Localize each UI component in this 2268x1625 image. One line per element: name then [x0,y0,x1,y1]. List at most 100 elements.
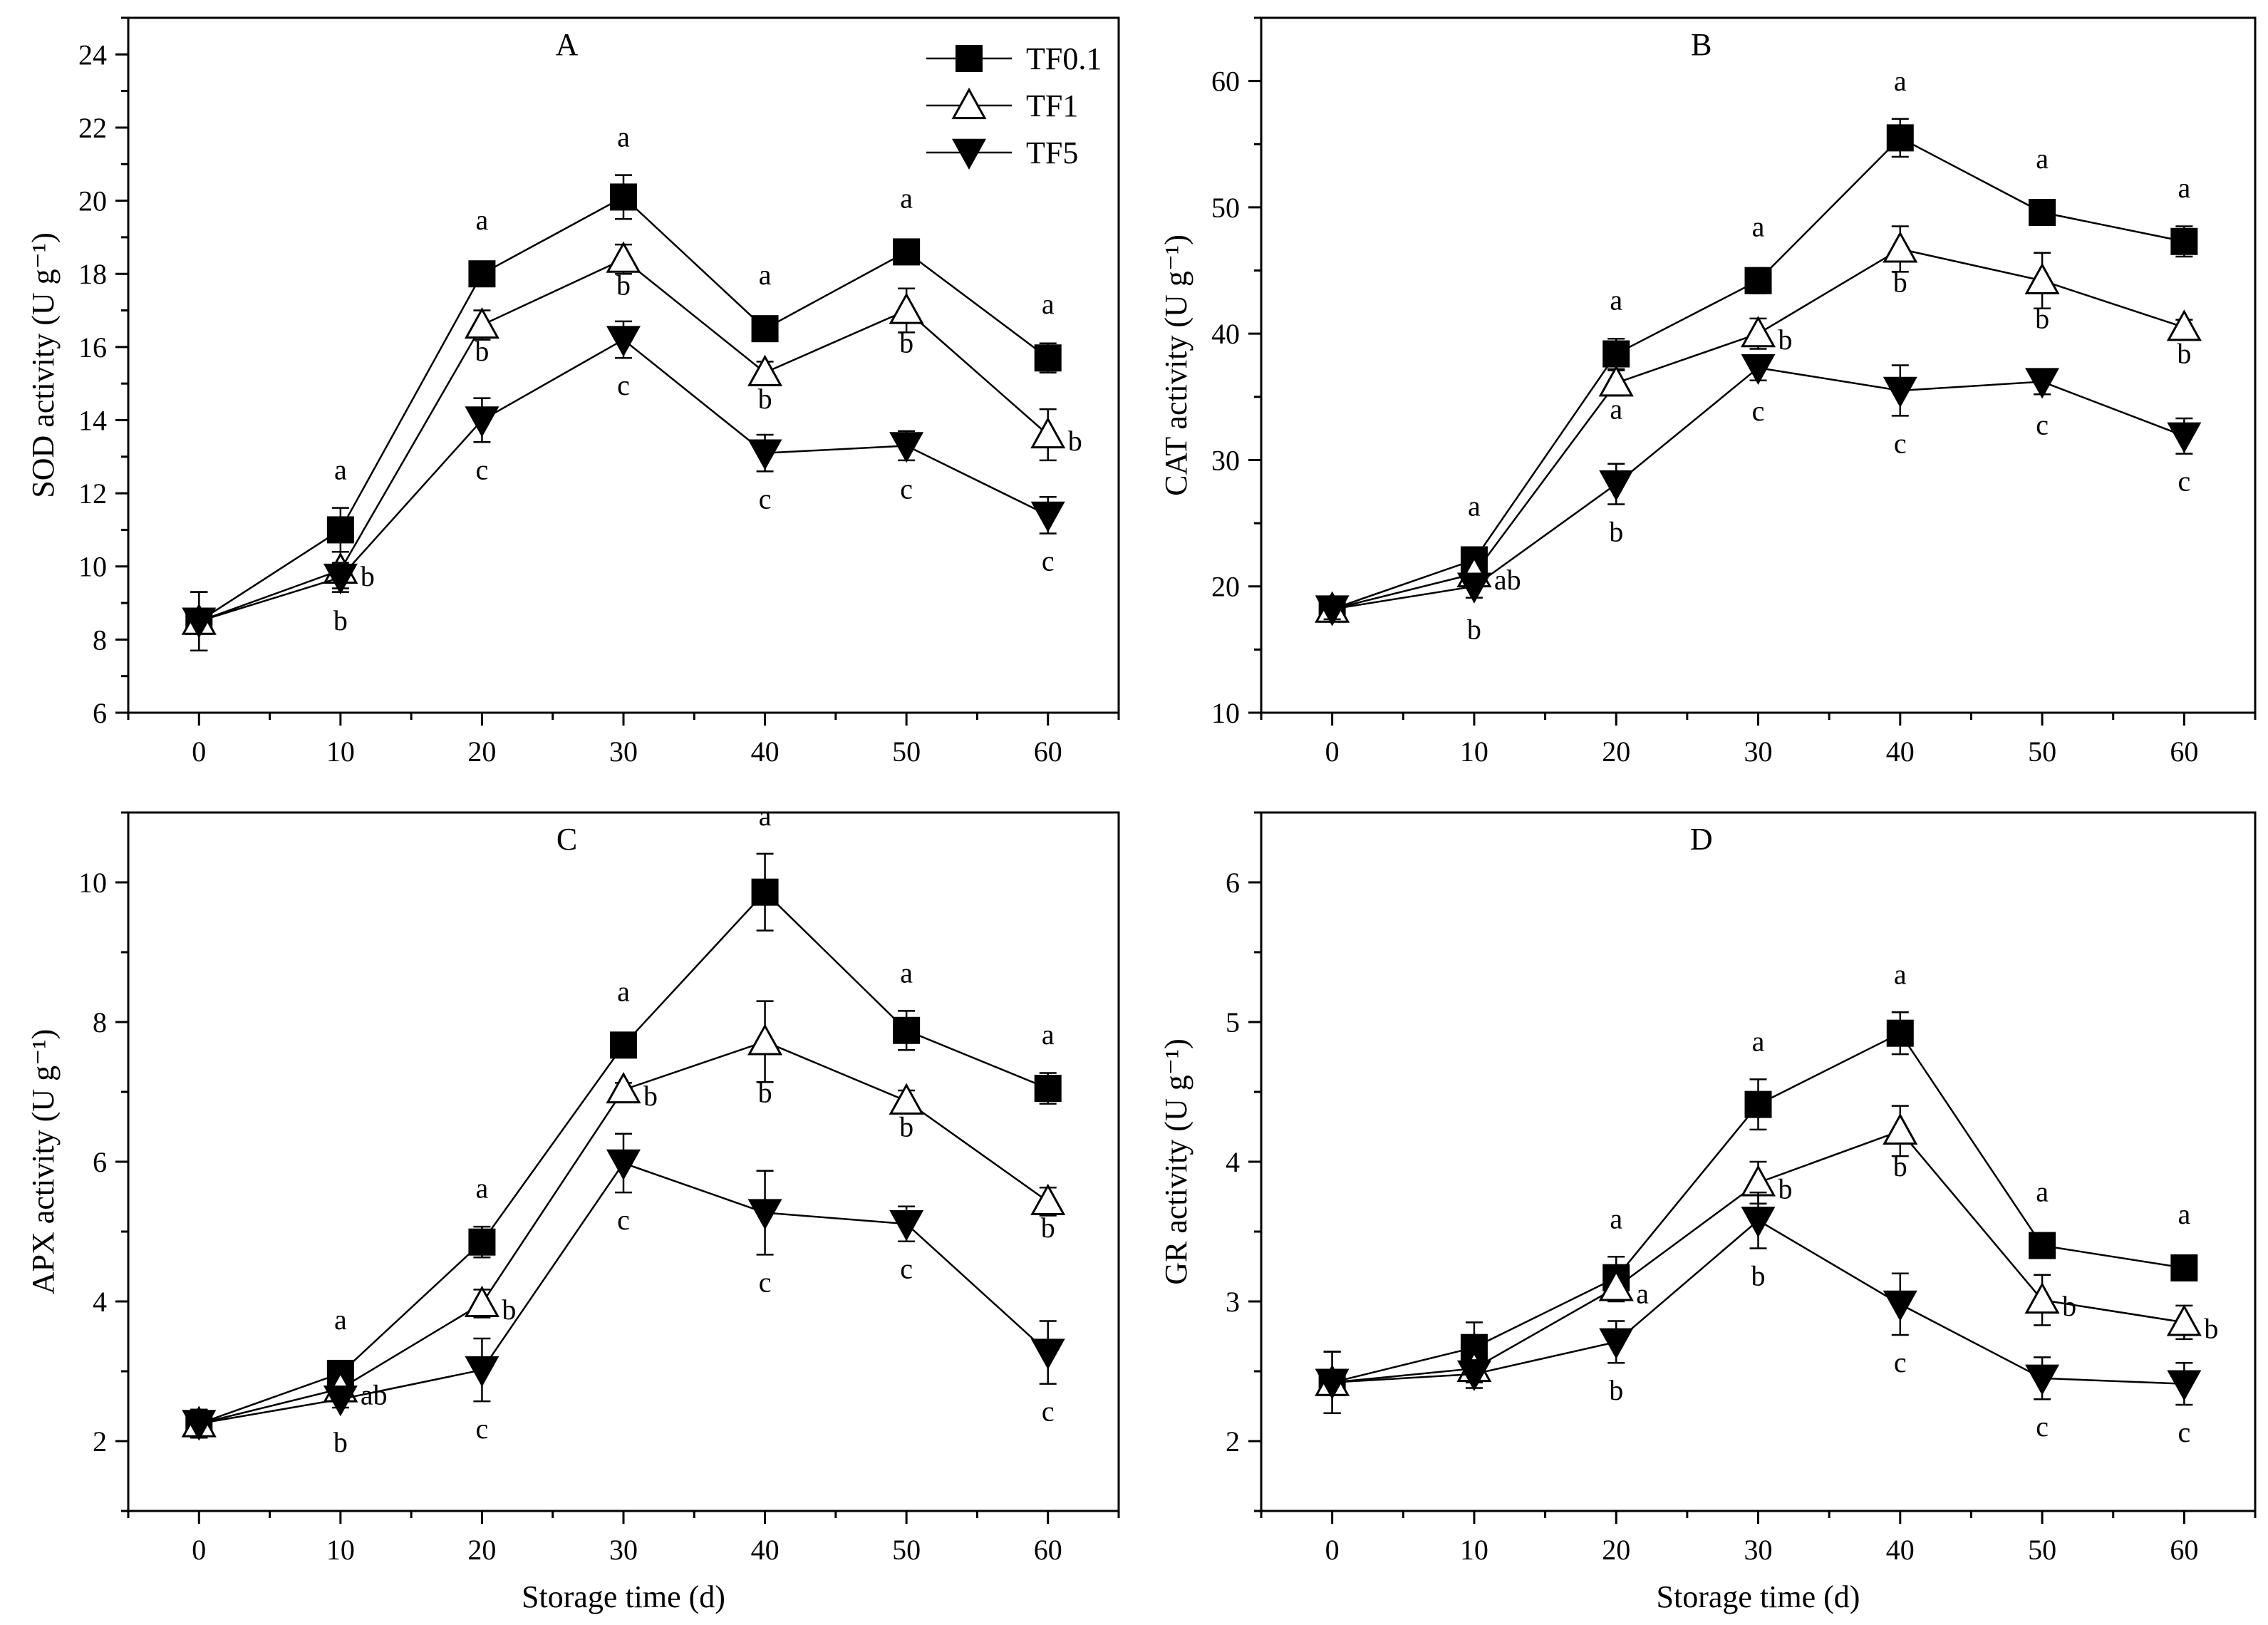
data-point [465,1356,499,1388]
x-tick-label: 30 [1744,1534,1773,1566]
series-line [1332,248,2185,610]
significance-label: b [333,1426,348,1458]
data-point [2024,1281,2060,1314]
significance-label: a [617,975,630,1007]
y-tick-label: 18 [78,258,107,290]
panel-letter: D [1690,822,1713,857]
data-point [2167,422,2202,453]
significance-label: c [2036,409,2049,441]
significance-label: b [1467,614,1481,646]
series-tf5: b b c c c c [1315,354,2202,646]
data-point [2024,262,2060,294]
significance-label: b [1778,1172,1793,1204]
data-point [610,1031,637,1059]
y-tick-label: 20 [1211,571,1240,603]
data-point [889,1210,924,1242]
data-point [1315,595,1350,626]
y-tick-label: 24 [78,38,107,71]
data-point [889,292,924,324]
y-tick-label: 4 [93,1286,107,1318]
significance-label: a [1894,65,1907,97]
significance-label: c [2178,465,2190,497]
y-tick-label: 8 [93,624,107,656]
x-axis-label: Storage time (d) [1657,1579,1860,1614]
data-point [1599,470,1634,502]
series-tf0-1: a a a a a a [185,800,1062,1439]
y-tick-label: 30 [1211,444,1240,476]
significance-label: c [1042,1396,1055,1428]
data-point [182,607,217,639]
significance-label: b [1893,266,1907,298]
significance-label: b [616,269,631,301]
series-tf5: b b c c c [1315,1191,2202,1448]
significance-label: a [1610,284,1622,316]
series-tf5: b c c c c c [182,1133,1065,1458]
y-tick-label: 10 [78,867,107,899]
y-tick-label: 40 [1211,318,1240,350]
y-tick-label: 60 [1211,66,1240,98]
data-point [323,563,358,595]
significance-label: a [2036,143,2049,175]
panel-letter: B [1691,27,1712,62]
data-point [1030,1338,1065,1370]
x-tick-label: 30 [1744,736,1773,768]
y-axis-label: GR activity (U g⁻¹) [1159,1038,1193,1285]
significance-label: a [1042,288,1055,320]
x-tick-label: 0 [1325,736,1340,768]
significance-label: c [1894,427,1907,459]
x-axis-label: Storage time (d) [522,1579,725,1614]
x-tick-label: 40 [751,1534,780,1566]
data-point [2025,368,2060,399]
y-tick-label: 10 [78,551,107,583]
data-point [751,878,779,906]
significance-label: a [476,1172,489,1204]
data-point [2170,227,2198,255]
significance-label: a [1610,1202,1622,1234]
x-tick-label: 50 [892,736,921,768]
data-point [1744,1090,1772,1118]
significance-label: b [758,1076,772,1108]
significance-label: a [1042,1018,1055,1051]
significance-label: b [2062,1290,2076,1322]
significance-label: b [2035,303,2049,335]
significance-label: c [617,1204,630,1236]
series-tf5: b c c c c c [182,320,1065,652]
significance-label: c [900,1253,913,1285]
significance-label: c [476,453,489,485]
data-point [606,241,641,273]
data-point [747,354,783,386]
significance-label: c [476,1413,489,1445]
data-point [1740,316,1776,348]
data-point [468,260,496,288]
data-point [1456,1360,1491,1391]
x-tick-label: 50 [2028,1534,2056,1566]
significance-label: a [1894,958,1907,990]
legend-marker [956,45,983,72]
data-point [606,1071,641,1104]
significance-label: b [899,326,913,358]
data-point [1883,231,1918,263]
data-point [610,183,637,211]
significance-label: c [1042,545,1055,577]
x-tick-label: 60 [1034,736,1062,768]
data-point [751,315,779,343]
x-tick-label: 40 [1886,736,1915,768]
significance-label: a [476,204,489,236]
significance-label: b [643,1080,658,1112]
data-point [1030,416,1066,449]
significance-label: c [2036,1410,2049,1443]
x-tick-label: 30 [609,1534,638,1566]
significance-label: c [1894,1346,1907,1378]
y-tick-label: 2 [93,1425,107,1458]
significance-label: c [759,483,772,515]
y-tick-label: 16 [78,331,107,363]
y-tick-label: 50 [1211,192,1240,224]
significance-label: a [1752,211,1765,243]
data-point [893,1016,921,1044]
y-tick-label: 6 [1226,867,1240,899]
x-tick-label: 10 [326,1534,355,1566]
data-point [468,1228,496,1256]
x-tick-label: 40 [751,736,780,768]
